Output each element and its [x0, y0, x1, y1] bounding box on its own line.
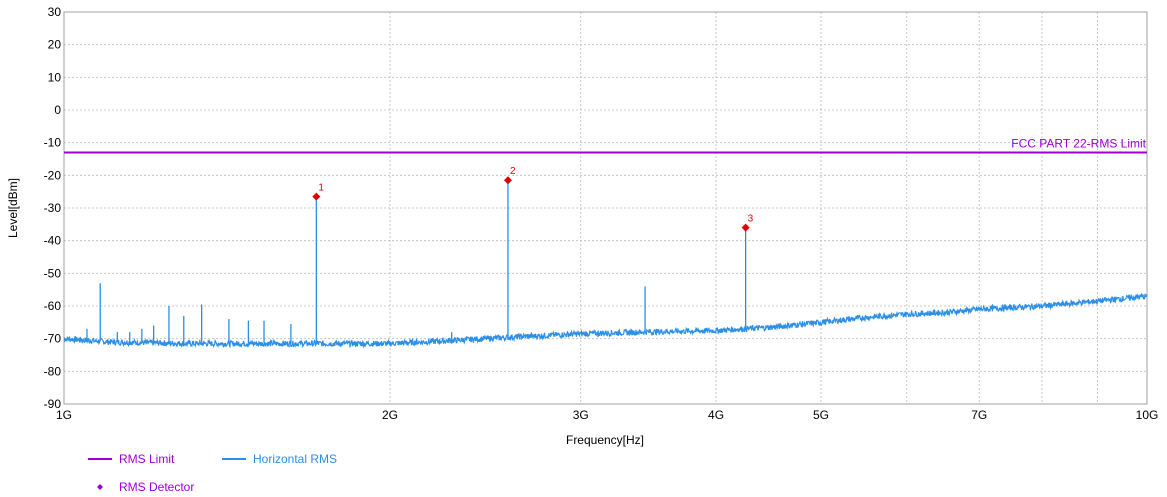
y-tick-label: 20 [48, 38, 62, 52]
x-tick-label: 3G [573, 408, 589, 422]
x-tick-label: 7G [971, 408, 987, 422]
marker-label: 3 [748, 214, 754, 225]
x-tick-label: 10G [1136, 408, 1159, 422]
y-tick-label: -30 [44, 201, 62, 215]
x-tick-labels: 1G 2G 3G 4G 5G 7G 10G [56, 408, 1158, 422]
y-tick-label: -10 [44, 136, 62, 150]
x-tick-label: 1G [56, 408, 72, 422]
legend-swatch [97, 484, 103, 490]
marker-diamond [312, 192, 321, 201]
marker-label: 1 [318, 183, 324, 194]
legend-label: RMS Detector [119, 480, 194, 494]
y-tick-label: -60 [44, 299, 62, 313]
y-tick-label: -40 [44, 234, 62, 248]
markers: 1 2 3 [312, 166, 754, 232]
x-tick-label: 5G [813, 408, 829, 422]
series-layer [63, 180, 1148, 349]
plot-area [63, 11, 1148, 405]
legend-label: Horizontal RMS [253, 452, 337, 466]
marker-diamond [741, 223, 750, 232]
y-tick-label: 0 [54, 103, 61, 117]
x-tick-label: 4G [708, 408, 724, 422]
marker-label: 2 [510, 166, 516, 177]
y-tick-label: 30 [48, 5, 62, 19]
marker-diamond [503, 176, 512, 185]
y-tick-label: -20 [44, 168, 62, 182]
y-tick-label: -80 [44, 364, 62, 378]
y-tick-label: 10 [48, 70, 62, 84]
y-tick-labels: 30 20 10 0 -10 -20 -30 -40 -50 -60 -70 -80 -90 [44, 5, 62, 411]
legend-label: RMS Limit [119, 452, 175, 466]
y-tick-label: -70 [44, 332, 62, 346]
horizontal-rms-trace [63, 292, 1148, 349]
grid-lines [63, 11, 1148, 405]
limit-line-label: FCC PART 22-RMS Limit [1011, 136, 1146, 150]
x-axis-label: Frequency[Hz] [566, 433, 644, 447]
y-axis-label: Level[dBm] [6, 178, 20, 238]
legend: RMS Limit Horizontal RMS RMS Detector [88, 452, 337, 494]
x-tick-label: 2G [382, 408, 398, 422]
y-tick-label: -90 [44, 397, 62, 411]
y-tick-label: -50 [44, 266, 62, 280]
